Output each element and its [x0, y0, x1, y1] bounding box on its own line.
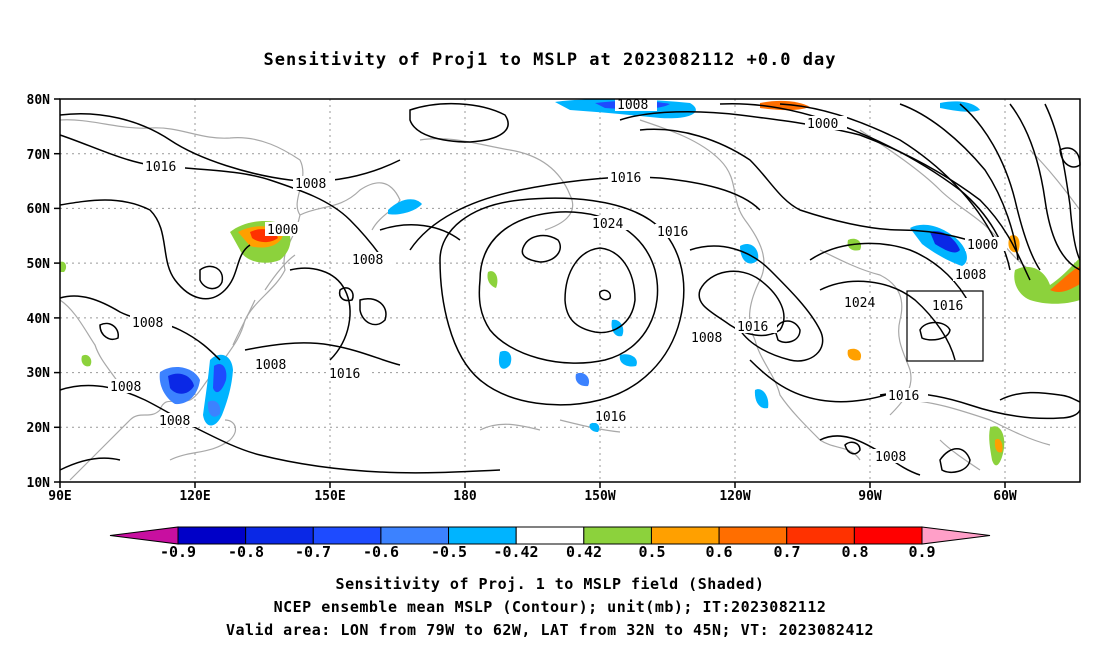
lat-label: 20N — [27, 421, 51, 436]
colorbar-label: -0.6 — [363, 543, 399, 561]
contour-label: 1008 — [295, 177, 326, 192]
contour-label: 1016 — [737, 320, 768, 335]
contour-label: 1016 — [329, 367, 360, 382]
contour-label: 1016 — [145, 160, 176, 175]
lat-label: 50N — [27, 257, 51, 272]
caption-line-2: NCEP ensemble mean MSLP (Contour); unit(… — [273, 598, 827, 616]
colorbar-label: 0.9 — [908, 543, 935, 561]
colorbar-label: 0.7 — [773, 543, 800, 561]
contour-label: 1000 — [807, 117, 838, 132]
lon-label: 150W — [584, 489, 615, 504]
contour-label: 1008 — [617, 98, 648, 113]
colorbar-label: 0.6 — [705, 543, 732, 561]
contour-label: 1000 — [267, 223, 298, 238]
colorbar-swatch — [515, 526, 585, 545]
colorbar-swatch — [650, 526, 720, 545]
colorbar-arrow-max — [921, 526, 991, 545]
colorbar-label: -0.5 — [431, 543, 467, 561]
colorbar-swatch — [312, 526, 382, 545]
caption-line-1: Sensitivity of Proj. 1 to MSLP field (Sh… — [335, 575, 765, 593]
longitude-labels: 90E 120E 150E 180 150W 120W 90W 60W — [48, 489, 1017, 504]
colorbar-arrow-min — [109, 526, 179, 545]
colorbar-label: 0.8 — [841, 543, 868, 561]
contour-label: 1016 — [610, 171, 641, 186]
valid-area-box — [906, 290, 984, 362]
contour-labels: 1016 1008 1000 1008 1008 1008 1008 1016 … — [108, 97, 1007, 465]
lon-label: 60W — [993, 489, 1017, 504]
colorbar-label: 0.5 — [638, 543, 665, 561]
colorbar-swatch — [448, 526, 517, 545]
contour-label: 1008 — [955, 268, 986, 283]
contour-label: 1024 — [844, 296, 875, 311]
colorbar-swatch — [853, 526, 923, 545]
lat-label: 40N — [27, 312, 51, 327]
lon-label: 180 — [453, 489, 477, 504]
map-title: Sensitivity of Proj1 to MSLP at 20230821… — [263, 50, 837, 70]
contour-label: 1016 — [888, 389, 919, 404]
colorbar — [109, 526, 991, 545]
lat-label: 70N — [27, 148, 51, 163]
caption-line-3: Valid area: LON from 79W to 62W, LAT fro… — [225, 621, 875, 639]
colorbar-swatch — [718, 526, 788, 545]
mslp-contours — [59, 102, 1081, 476]
lon-label: 120W — [719, 489, 750, 504]
lon-label: 120E — [179, 489, 210, 504]
colorbar-label: -0.8 — [228, 543, 264, 561]
contour-label: 1016 — [657, 225, 688, 240]
contour-label: 1024 — [592, 217, 623, 232]
plot-frame — [59, 98, 1081, 483]
colorbar-label: -0.42 — [493, 543, 538, 561]
colorbar-swatch — [380, 526, 450, 545]
contour-label: 1008 — [132, 316, 163, 331]
colorbar-swatch — [177, 526, 247, 545]
lon-label: 90W — [858, 489, 882, 504]
latitude-labels: 80N 70N 60N 50N 40N 30N 20N 10N — [27, 93, 51, 491]
contour-label: 1008 — [875, 450, 906, 465]
colorbar-label: 0.42 — [566, 543, 602, 561]
colorbar-swatch — [245, 526, 314, 545]
lon-label: 150E — [314, 489, 345, 504]
colorbar-label: -0.7 — [295, 543, 331, 561]
contour-label: 1016 — [595, 410, 626, 425]
contour-label: 1000 — [967, 238, 998, 253]
colorbar-swatch — [786, 526, 855, 545]
lat-label: 10N — [27, 476, 51, 491]
lat-label: 80N — [27, 93, 51, 108]
lon-label: 90E — [48, 489, 71, 504]
colorbar-swatch — [583, 526, 652, 545]
colorbar-labels: -0.9 -0.8 -0.7 -0.6 -0.5 -0.42 0.42 0.5 … — [160, 543, 936, 561]
contour-label: 1008 — [110, 380, 141, 395]
contour-label: 1008 — [255, 358, 286, 373]
contour-label: 1008 — [691, 331, 722, 346]
tick-marks — [54, 98, 1006, 488]
contour-label: 1008 — [352, 253, 383, 268]
contour-label: 1008 — [159, 414, 190, 429]
lat-label: 30N — [27, 366, 51, 381]
lat-label: 60N — [27, 202, 51, 217]
contour-label: 1016 — [932, 299, 963, 314]
colorbar-label: -0.9 — [160, 543, 196, 561]
coastlines — [59, 119, 1081, 481]
